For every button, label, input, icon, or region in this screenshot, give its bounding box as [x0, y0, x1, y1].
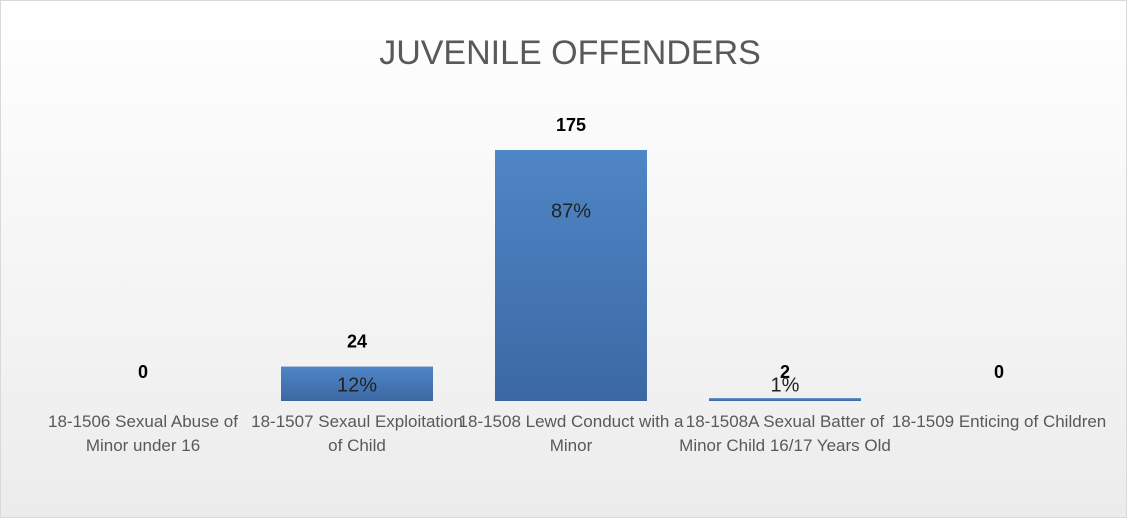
x-tick-label: 18-1508A Sexual Batter of Minor Child 16… — [679, 412, 891, 455]
x-tick-label: 18-1509 Enticing of Children — [891, 412, 1107, 431]
value-label: 0 — [994, 362, 1004, 382]
value-label: 2 — [780, 362, 790, 382]
value-label: 24 — [347, 331, 367, 351]
share-label: 1% — [771, 374, 800, 396]
chart-title: JUVENILE OFFENDERS — [379, 34, 761, 72]
value-label: 175 — [556, 115, 586, 135]
share-label: 12% — [337, 374, 377, 396]
x-tick-label: 18-1507 Sexaul Exploitation of Child — [251, 412, 463, 455]
x-tick-label: 18-1508 Lewd Conduct with a Minor — [458, 412, 684, 455]
share-label: 87% — [551, 200, 591, 222]
bar — [495, 150, 647, 401]
bar — [281, 366, 433, 401]
bar — [709, 398, 861, 401]
x-tick-label: 18-1506 Sexual Abuse of Minor under 16 — [48, 412, 238, 455]
value-label: 0 — [138, 362, 148, 382]
